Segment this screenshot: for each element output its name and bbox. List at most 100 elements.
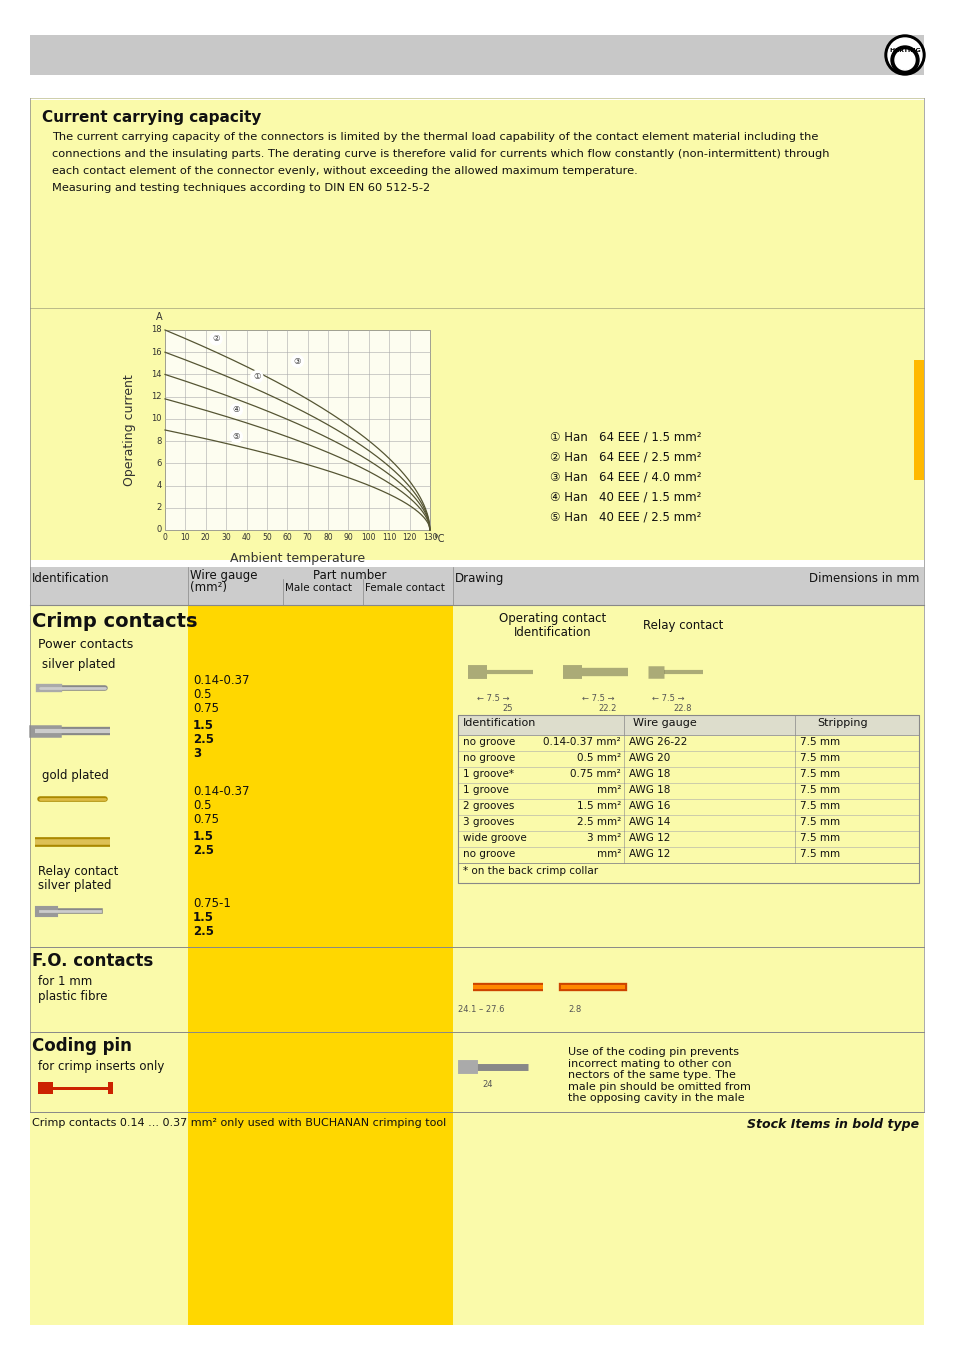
Text: 7.5 mm: 7.5 mm (799, 753, 839, 763)
Bar (457, 716, 918, 734)
Text: Drawing: Drawing (455, 572, 504, 585)
Text: 8: 8 (156, 436, 162, 446)
Text: silver plated: silver plated (38, 879, 112, 892)
Text: (mm²): (mm²) (190, 580, 227, 594)
Text: 22.2: 22.2 (598, 703, 617, 713)
Text: The current carrying capacity of the connectors is limited by the thermal load c: The current carrying capacity of the con… (52, 132, 818, 142)
Text: 7.5 mm: 7.5 mm (799, 833, 839, 842)
Text: 0.75-1: 0.75-1 (193, 896, 231, 910)
Text: 2: 2 (156, 504, 162, 512)
Text: 7.5 mm: 7.5 mm (799, 737, 839, 747)
Text: Use of the coding pin prevents
incorrect mating to other con
nectors of the same: Use of the coding pin prevents incorrect… (567, 1048, 750, 1103)
Text: Crimp contacts: Crimp contacts (32, 612, 197, 630)
Text: 30: 30 (221, 533, 231, 541)
Text: ③ Han   64 EEE / 4.0 mm²: ③ Han 64 EEE / 4.0 mm² (550, 470, 700, 483)
Text: ④: ④ (233, 405, 240, 414)
Bar (453, 605, 923, 1324)
Text: 1.5 mm²: 1.5 mm² (577, 801, 620, 811)
Text: 2.5 mm²: 2.5 mm² (577, 817, 620, 828)
Bar (108, 1081, 112, 1094)
Text: Relay contact: Relay contact (642, 620, 722, 632)
Bar (30, 567, 923, 605)
Text: plastic fibre: plastic fibre (38, 990, 108, 1003)
Text: Crimp contacts 0.14 ... 0.37 mm² only used with BUCHANAN crimping tool: Crimp contacts 0.14 ... 0.37 mm² only us… (32, 1118, 446, 1129)
Text: 18: 18 (152, 325, 162, 335)
Text: mm²: mm² (596, 784, 620, 795)
Text: 1.5: 1.5 (193, 720, 213, 732)
Text: 130: 130 (422, 533, 436, 541)
Text: AWG 20: AWG 20 (628, 753, 670, 763)
Text: 1.5: 1.5 (193, 911, 213, 923)
Text: 0.75: 0.75 (193, 702, 219, 716)
Text: 0: 0 (156, 525, 162, 535)
Text: Identification: Identification (514, 626, 591, 639)
Text: ② Han   64 EEE / 2.5 mm²: ② Han 64 EEE / 2.5 mm² (550, 450, 700, 463)
Text: no groove: no groove (462, 849, 515, 859)
Text: 4: 4 (156, 481, 162, 490)
Text: Ambient temperature: Ambient temperature (230, 552, 365, 566)
Text: 20: 20 (201, 533, 211, 541)
Text: 110: 110 (381, 533, 396, 541)
Text: ⑤: ⑤ (233, 432, 240, 441)
Text: 1 groove: 1 groove (462, 784, 508, 795)
Bar (53, 1087, 108, 1089)
Circle shape (210, 333, 222, 344)
Circle shape (292, 355, 303, 367)
Text: Identification: Identification (32, 572, 110, 585)
Text: AWG 18: AWG 18 (628, 769, 670, 779)
Text: wide groove: wide groove (462, 833, 526, 842)
Text: Coding pin: Coding pin (32, 1037, 132, 1054)
Text: 0.75 mm²: 0.75 mm² (570, 769, 620, 779)
Text: Wire gauge: Wire gauge (633, 718, 697, 728)
Text: 0.75: 0.75 (193, 813, 219, 826)
Text: 100: 100 (361, 533, 375, 541)
Text: Dimensions in mm: Dimensions in mm (808, 572, 918, 585)
Text: Relay contact: Relay contact (38, 865, 118, 878)
Bar (165, 329, 430, 531)
Bar (188, 605, 283, 1324)
Text: 3: 3 (193, 747, 201, 760)
Text: each contact element of the connector evenly, without exceeding the allowed maxi: each contact element of the connector ev… (52, 166, 638, 176)
Text: 3 grooves: 3 grooves (462, 817, 514, 828)
Bar (38, 1081, 53, 1094)
Text: 7.5 mm: 7.5 mm (799, 801, 839, 811)
Circle shape (251, 371, 262, 382)
Text: AWG 12: AWG 12 (628, 849, 670, 859)
Text: 120: 120 (402, 533, 416, 541)
Bar (30, 35, 923, 76)
Text: 16: 16 (152, 348, 162, 356)
Text: Wire gauge: Wire gauge (190, 568, 257, 582)
Text: 7.5 mm: 7.5 mm (799, 817, 839, 828)
Text: 0.14-0.37: 0.14-0.37 (193, 784, 250, 798)
Text: A: A (156, 312, 163, 323)
Text: * on the back crimp collar: * on the back crimp collar (462, 865, 598, 876)
Text: 60: 60 (282, 533, 292, 541)
Text: 6: 6 (156, 459, 162, 468)
Text: 1 groove*: 1 groove* (462, 769, 514, 779)
Text: AWG 12: AWG 12 (628, 833, 670, 842)
Text: 0.5: 0.5 (193, 688, 212, 701)
Bar (457, 716, 918, 883)
Circle shape (890, 46, 918, 74)
Text: °C: °C (433, 535, 444, 544)
Text: 70: 70 (302, 533, 313, 541)
Circle shape (230, 431, 242, 443)
Text: 0.5: 0.5 (193, 799, 212, 811)
Text: 22.8: 22.8 (673, 703, 692, 713)
Bar (30, 310, 923, 560)
Text: AWG 18: AWG 18 (628, 784, 670, 795)
Circle shape (887, 38, 921, 72)
Text: Stripping: Stripping (817, 718, 867, 728)
Text: connections and the insulating parts. The derating curve is therefore valid for : connections and the insulating parts. Th… (52, 148, 828, 159)
Text: 2.5: 2.5 (193, 925, 213, 938)
Text: 0.5 mm²: 0.5 mm² (577, 753, 620, 763)
Text: 24.1 – 27.6: 24.1 – 27.6 (457, 1004, 504, 1014)
Text: 10: 10 (152, 414, 162, 424)
Text: AWG 26-22: AWG 26-22 (628, 737, 686, 747)
Text: ②: ② (212, 335, 219, 343)
Text: 7.5 mm: 7.5 mm (799, 784, 839, 795)
Text: 24: 24 (482, 1080, 493, 1089)
Text: ① Han   64 EEE / 1.5 mm²: ① Han 64 EEE / 1.5 mm² (550, 431, 700, 443)
Text: no groove: no groove (462, 737, 515, 747)
Text: AWG 16: AWG 16 (628, 801, 670, 811)
